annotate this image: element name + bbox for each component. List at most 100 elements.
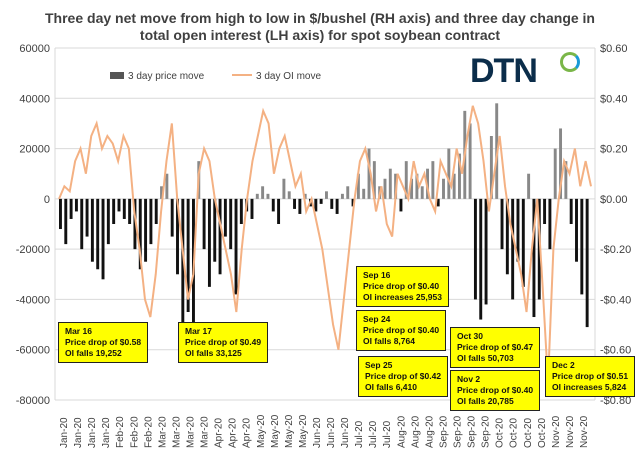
price-bar	[154, 198, 158, 224]
price-bar	[580, 198, 584, 295]
price-bar	[186, 198, 190, 312]
annotation-line2: OI falls 20,785	[457, 396, 514, 406]
price-bar	[170, 198, 174, 237]
right-tick-label: $0.60	[600, 43, 628, 55]
price-bar	[585, 198, 589, 328]
price-bar	[138, 198, 142, 270]
price-bar	[388, 168, 392, 199]
left-tick-label: -40000	[16, 294, 50, 306]
x-tick-label: Oct-20	[523, 418, 534, 448]
annotation-box: Dec 2 Price drop of $0.51 OI increases 5,8…	[545, 356, 636, 397]
price-bar	[559, 128, 563, 199]
price-bar	[362, 188, 366, 199]
annotation-line1: Price drop of $0.49	[185, 337, 262, 347]
x-tick-label: Apr-20	[228, 418, 239, 448]
left-tick-label: -80000	[16, 395, 50, 407]
price-bar	[569, 198, 573, 224]
price-bar	[303, 193, 307, 199]
x-tick-label: Nov-20	[579, 415, 590, 448]
annotation-box: Sep 24 Price drop of $0.40 OI falls 8,764	[356, 310, 447, 351]
x-tick-label: Jan-20	[101, 417, 112, 448]
price-bar	[64, 198, 68, 245]
price-bar	[218, 198, 222, 275]
x-tick-label: Jan-20	[87, 417, 98, 448]
price-bar	[213, 198, 217, 262]
price-bar	[346, 186, 350, 199]
x-tick-label: May-20	[256, 414, 267, 448]
annotation-date: Sep 16	[363, 270, 391, 280]
oi-line	[58, 105, 592, 383]
x-tick-label: Feb-20	[129, 416, 140, 448]
x-tick-label: Jun-20	[312, 417, 323, 448]
chart-title: Three day net move from high to low in $…	[45, 10, 595, 43]
x-tick-label: Mar-20	[185, 416, 196, 448]
x-tick-label: Jun-20	[326, 417, 337, 448]
annotation-date: Oct 30	[457, 331, 483, 341]
annotation-line1: Price drop of $0.40	[363, 325, 440, 335]
annotation-line2: OI falls 6,410	[365, 382, 417, 392]
price-bar	[74, 198, 78, 212]
price-bar	[96, 198, 100, 270]
x-tick-label: Sep-20	[438, 415, 449, 448]
logo-text: DTN	[470, 52, 538, 90]
left-tick-label: 20000	[19, 144, 50, 156]
price-bar	[112, 198, 116, 224]
right-tick-label: -$0.80	[600, 395, 631, 407]
right-tick-label: -$0.40	[600, 294, 631, 306]
price-bar	[277, 198, 281, 224]
x-tick-label: Aug-20	[396, 415, 407, 448]
x-tick-label: Mar-20	[157, 416, 168, 448]
x-tick-label: Jun-20	[340, 417, 351, 448]
price-bar	[106, 198, 110, 245]
annotation-line2: OI increases 25,953	[363, 292, 442, 302]
price-bar	[458, 153, 461, 199]
annotation-box: Sep 25 Price drop of $0.42 OI falls 6,410	[358, 356, 449, 397]
price-bar	[479, 198, 483, 320]
price-bar	[122, 198, 126, 219]
right-tick-label: $0.00	[600, 194, 628, 206]
price-bar	[234, 198, 238, 295]
right-tick-label: $0.20	[600, 144, 628, 156]
price-bar	[144, 198, 148, 262]
left-tick-label: -20000	[16, 244, 50, 256]
x-tick-label: Apr-20	[242, 418, 253, 448]
annotation-line1: Price drop of $0.42	[365, 371, 442, 381]
price-bar	[351, 198, 355, 207]
x-tick-label: May-20	[284, 414, 295, 448]
price-bar	[383, 178, 387, 199]
price-bar	[207, 198, 211, 287]
price-bar	[59, 198, 62, 230]
annotation-box: Sep 16 Price drop of $0.40 OI increases 25…	[356, 266, 449, 307]
annotation-line1: Price drop of $0.51	[552, 371, 629, 381]
x-tick-label: Sep-20	[453, 415, 464, 448]
price-bar	[117, 198, 121, 212]
annotation-date: Dec 2	[552, 360, 575, 370]
price-bar	[410, 178, 414, 199]
price-bar	[500, 198, 504, 250]
right-tick-label: -$0.60	[600, 345, 631, 357]
price-bar	[271, 198, 275, 212]
left-tick-label: 0	[44, 194, 50, 206]
price-bar	[69, 198, 73, 219]
annotation-line2: OI increases 5,824	[552, 382, 627, 392]
annotation-box: Mar 16 Price drop of $0.58 OI falls 19,252	[58, 322, 149, 363]
price-bar	[447, 148, 451, 199]
price-bar	[543, 198, 547, 224]
price-bar	[553, 148, 557, 199]
price-bar	[229, 198, 233, 250]
right-tick-label: $0.40	[600, 93, 628, 105]
x-tick-label: Jul-20	[354, 420, 365, 448]
annotation-box: Oct 30 Price drop of $0.47 OI falls 50,703	[450, 327, 541, 368]
price-bar	[293, 198, 297, 209]
legend-price-label: 3 day price move	[128, 71, 205, 82]
left-tick-label: 60000	[19, 43, 50, 55]
price-bar	[90, 198, 94, 262]
annotation-date: Mar 17	[185, 326, 212, 336]
x-tick-label: Jan-20	[59, 417, 70, 448]
price-bar	[372, 161, 376, 199]
dtn-logo: DTN	[470, 52, 538, 91]
x-tick-label: Jul-20	[368, 420, 379, 448]
x-tick-label: Aug-20	[410, 415, 421, 448]
price-bar	[319, 198, 323, 204]
